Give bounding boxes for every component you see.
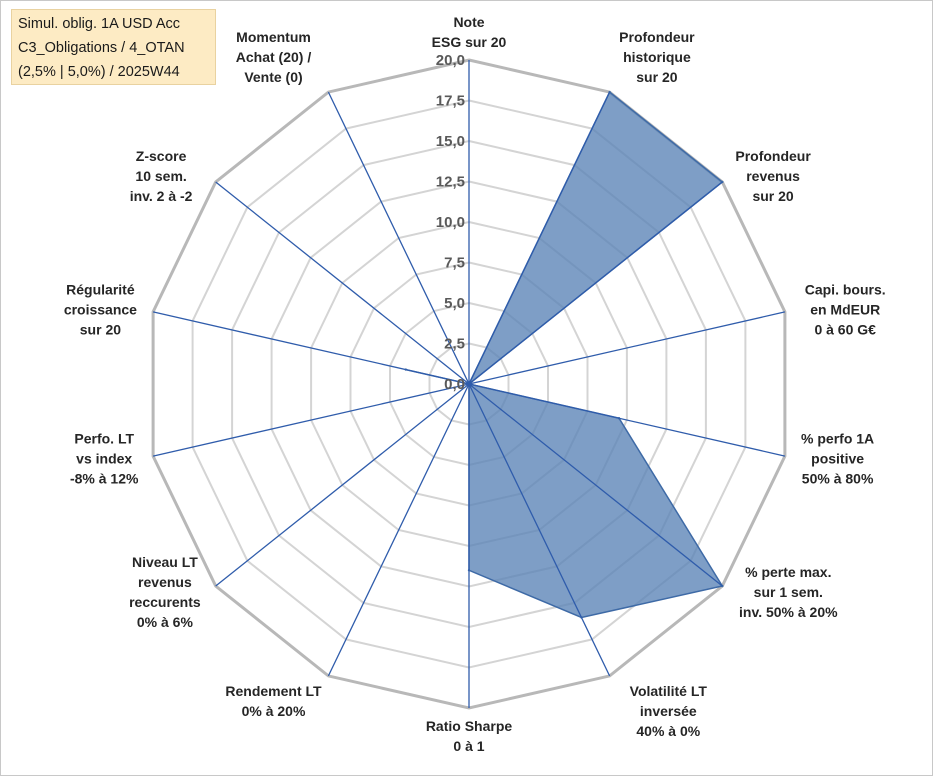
axis-label-6: Volatilité LT inversée 40% à 0%	[630, 683, 708, 739]
axis-label-line: Capi. bours.	[805, 282, 886, 298]
tick-label-7: 17,5	[436, 93, 465, 110]
axis-label-line: Régularité	[66, 282, 135, 298]
axis-label-line: Momentum	[236, 29, 311, 45]
axis-label-1: Profondeur historique sur 20	[619, 29, 695, 85]
spoke-6	[468, 383, 611, 677]
axis-label-line: croissance	[64, 302, 137, 318]
axis-label-line: positive	[811, 450, 864, 466]
axis-label-10: Perfo. LT vs index -8% à 12%	[70, 430, 139, 486]
axis-label-line: Profondeur	[735, 148, 811, 164]
spoke-9	[215, 383, 470, 587]
axis-label-line: Achat (20) /	[236, 49, 312, 65]
axis-label-line: 0% à 6%	[137, 614, 194, 630]
axis-label-line: 10 sem.	[135, 168, 186, 184]
chart-title-box: Simul. oblig. 1A USD Acc C3_Obligations …	[11, 9, 216, 85]
axis-label-line: revenus	[138, 574, 192, 590]
radar-series	[404, 90, 724, 619]
axis-label-line: 0% à 20%	[242, 703, 306, 719]
axis-label-line: vs index	[76, 450, 132, 466]
axis-label-line: 0 à 1	[453, 738, 484, 754]
spoke-13	[327, 91, 470, 385]
axis-label-line: Volatilité LT	[630, 683, 708, 699]
axis-label-line: 50% à 80%	[802, 470, 874, 486]
axis-label-11: Régularité croissance sur 20	[64, 282, 137, 338]
axis-label-line: 40% à 0%	[636, 723, 700, 739]
tick-label-3: 7,5	[444, 255, 465, 272]
title-line-2: C3_Obligations / 4_OTAN	[18, 40, 185, 56]
spoke-12	[215, 181, 470, 385]
axis-label-12: Z-score 10 sem. inv. 2 à -2	[130, 148, 193, 204]
axis-label-line: 0 à 60 G€	[814, 322, 876, 338]
spoke-8	[327, 383, 470, 677]
spoke-2	[468, 181, 723, 385]
axis-label-7: Ratio Sharpe 0 à 1	[426, 718, 513, 754]
axis-label-line: en MdEUR	[810, 302, 880, 318]
tick-label-8: 20,0	[436, 52, 465, 69]
spoke-10	[152, 383, 470, 457]
axis-label-line: Perfo. LT	[74, 430, 134, 446]
axis-label-9: Niveau LT revenus reccurents 0% à 6%	[129, 554, 201, 630]
axis-label-line: reccurents	[129, 594, 201, 610]
axis-label-line: inv. 50% à 20%	[739, 604, 838, 620]
axis-label-line: % perte max.	[745, 564, 831, 580]
axis-label-0: Note ESG sur 20	[432, 14, 507, 50]
axis-label-line: historique	[623, 49, 691, 65]
axis-label-line: Niveau LT	[132, 554, 198, 570]
tick-label-4: 10,0	[436, 214, 465, 231]
axis-label-line: Rendement LT	[225, 683, 322, 699]
title-line-1: Simul. oblig. 1A USD Acc	[18, 16, 180, 32]
series-area	[405, 90, 724, 619]
axis-label-13: Momentum Achat (20) / Vente (0)	[236, 29, 312, 85]
tick-label-0: 0,0	[444, 376, 465, 393]
axis-label-2: Profondeur revenus sur 20	[735, 148, 811, 204]
axis-label-line: revenus	[746, 168, 800, 184]
axis-label-8: Rendement LT 0% à 20%	[225, 683, 322, 719]
radial-tick-labels: 0,0 2,5 5,0 7,5 10,0 12,5 15,0 17,5 20,0	[436, 52, 465, 393]
axis-label-line: -8% à 12%	[70, 470, 139, 486]
axis-label-line: Note	[453, 14, 484, 30]
spoke-11	[152, 311, 470, 385]
axis-labels: Note ESG sur 20 Profondeur historique sur 20…	[64, 14, 886, 754]
axis-label-line: ESG sur 20	[432, 34, 507, 50]
tick-label-1: 2,5	[444, 336, 465, 353]
tick-label-2: 5,0	[444, 295, 465, 312]
axis-label-line: sur 20	[752, 188, 793, 204]
axis-label-3: Capi. bours. en MdEUR 0 à 60 G€	[805, 282, 886, 338]
radar-spokes	[152, 60, 786, 708]
axis-label-4: % perfo 1A positive 50% à 80%	[801, 430, 874, 486]
tick-label-5: 12,5	[436, 174, 465, 191]
axis-label-line: sur 1 sem.	[754, 584, 823, 600]
spoke-1	[468, 91, 611, 385]
title-line-3: (2,5% | 5,0%) / 2025W44	[18, 64, 180, 80]
axis-label-line: Vente (0)	[244, 69, 302, 85]
axis-label-line: inv. 2 à -2	[130, 188, 193, 204]
axis-label-line: Ratio Sharpe	[426, 718, 513, 734]
axis-label-line: inversée	[640, 703, 697, 719]
axis-label-line: Profondeur	[619, 29, 695, 45]
spoke-4	[468, 383, 786, 457]
axis-label-5: % perte max. sur 1 sem. inv. 50% à 20%	[739, 564, 838, 620]
tick-label-6: 15,0	[436, 133, 465, 150]
spoke-5	[468, 383, 723, 587]
axis-label-line: Z-score	[136, 148, 187, 164]
spoke-3	[468, 311, 786, 385]
axis-label-line: sur 20	[80, 322, 121, 338]
axis-label-line: % perfo 1A	[801, 430, 874, 446]
axis-label-line: sur 20	[636, 69, 677, 85]
